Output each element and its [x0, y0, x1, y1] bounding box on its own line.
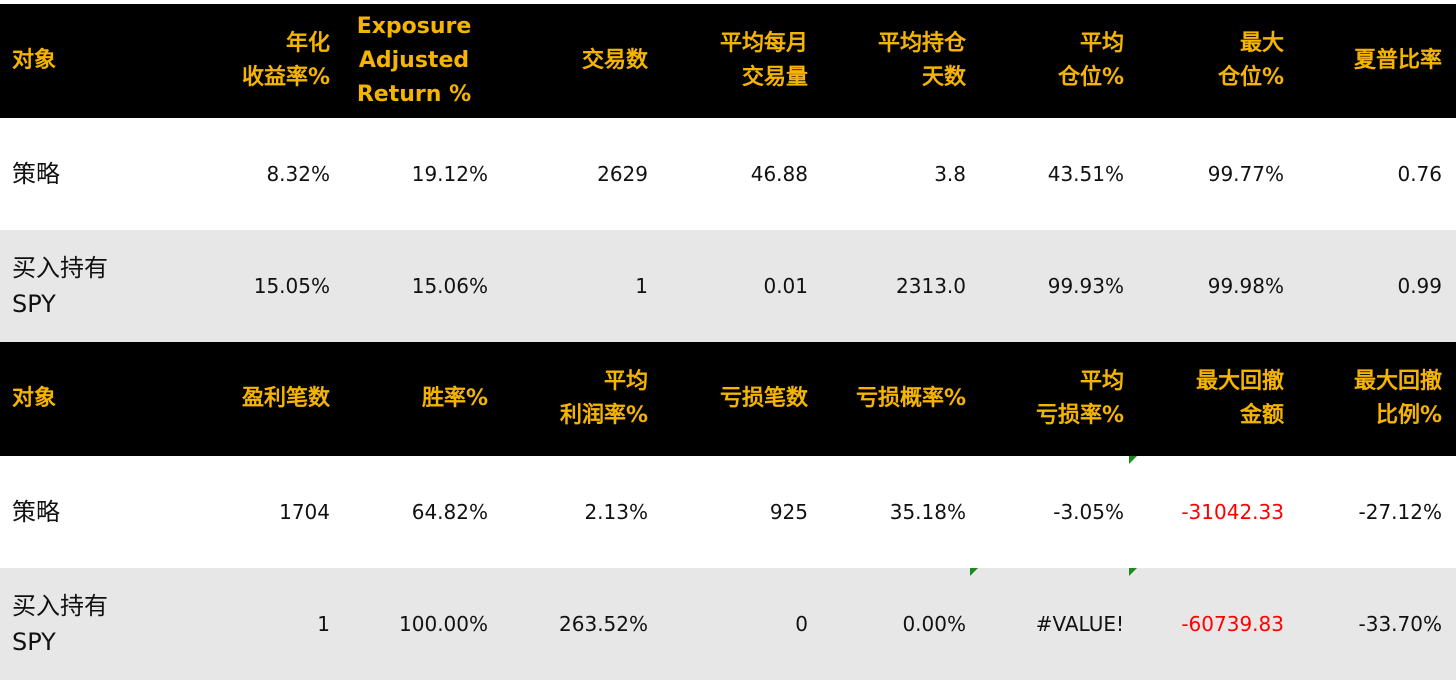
table1-header-max-position[interactable]: 最大 仓位%	[1217, 31, 1284, 90]
table-cell[interactable]: 0.01	[763, 273, 808, 298]
cell-comment-marker	[1129, 568, 1137, 576]
table1-header-avg-monthly-volume[interactable]: 平均每月 交易量	[719, 31, 808, 90]
table-cell[interactable]: -3.05%	[1053, 499, 1124, 524]
table1-header-avg-holding-days[interactable]: 平均持仓 天数	[877, 31, 966, 90]
table-cell[interactable]: #VALUE!	[1035, 611, 1124, 636]
table-cell[interactable]: 35.18%	[889, 499, 966, 524]
table1-header-annual-return[interactable]: 年化 收益率%	[241, 31, 330, 90]
table-cell[interactable]: 策略	[12, 498, 60, 526]
table1-header-row: 对象 年化 收益率% Exposure Adjusted Return % 交易…	[0, 4, 1456, 118]
table1-row-strategy: 策略 8.32% 19.12% 2629 46.88 3.8 43.51% 99…	[0, 118, 1456, 230]
table-cell[interactable]: 买入持有 SPY	[12, 592, 108, 656]
table-cell[interactable]: 1	[317, 611, 330, 636]
table2-header-losing-trades[interactable]: 亏损笔数	[719, 386, 808, 411]
table-cell[interactable]: 15.06%	[411, 273, 488, 298]
table-cell[interactable]: 46.88	[750, 161, 808, 186]
table1-row-buy-hold-spy: 买入持有 SPY 15.05% 15.06% 1 0.01 2313.0 99.…	[0, 230, 1456, 342]
table1-header-object[interactable]: 对象	[12, 48, 57, 73]
table2-header-win-rate[interactable]: 胜率%	[421, 386, 488, 411]
table2-header-loss-probability[interactable]: 亏损概率%	[855, 386, 966, 411]
table-cell-negative-amount[interactable]: -60739.83	[1181, 611, 1284, 636]
table-cell[interactable]: 99.93%	[1047, 273, 1124, 298]
table2-header-max-drawdown-amount[interactable]: 最大回撤 金额	[1195, 369, 1284, 428]
table-cell[interactable]: 买入持有 SPY	[12, 254, 108, 318]
table2-header-avg-loss-rate[interactable]: 平均 亏损率%	[1035, 369, 1124, 428]
table1-header-exposure-adjusted-return[interactable]: Exposure Adjusted Return %	[356, 14, 472, 107]
table1-header-avg-position[interactable]: 平均 仓位%	[1057, 31, 1124, 90]
table-cell[interactable]: -27.12%	[1358, 499, 1442, 524]
table-cell[interactable]: 1704	[279, 499, 330, 524]
table-cell[interactable]: 3.8	[934, 161, 966, 186]
table2-header-avg-profit-rate[interactable]: 平均 利润率%	[559, 369, 648, 428]
table2-header-winning-trades[interactable]: 盈利笔数	[241, 386, 330, 411]
table-cell[interactable]: 策略	[12, 160, 60, 188]
table-cell[interactable]: 263.52%	[559, 611, 648, 636]
table-cell[interactable]: 99.98%	[1207, 273, 1284, 298]
table-cell[interactable]: 99.77%	[1207, 161, 1284, 186]
table2-row-strategy: 策略 1704 64.82% 2.13% 925 35.18% -3.05% -…	[0, 456, 1456, 568]
table2-header-row: 对象 盈利笔数 胜率% 平均 利润率% 亏损笔数 亏损概率% 平均 亏损率% 最…	[0, 342, 1456, 456]
table-cell[interactable]: 0.99	[1397, 273, 1442, 298]
table2-header-object[interactable]: 对象	[12, 386, 57, 411]
table-cell[interactable]: 100.00%	[399, 611, 488, 636]
table1-header-trade-count[interactable]: 交易数	[581, 48, 648, 73]
cell-comment-marker	[970, 568, 978, 576]
table-cell[interactable]: 2629	[597, 161, 648, 186]
table-cell[interactable]: 15.05%	[253, 273, 330, 298]
table-cell[interactable]: 925	[769, 499, 808, 524]
table-cell[interactable]: 0.00%	[902, 611, 966, 636]
table2-header-max-drawdown-ratio[interactable]: 最大回撤 比例%	[1353, 369, 1442, 428]
table-cell[interactable]: -33.70%	[1358, 611, 1442, 636]
table1-header-sharpe-ratio[interactable]: 夏普比率	[1353, 48, 1442, 73]
table-cell[interactable]: 8.32%	[266, 161, 330, 186]
table-cell[interactable]: 2.13%	[584, 499, 648, 524]
table-cell[interactable]: 0.76	[1397, 161, 1442, 186]
table-cell[interactable]: 0	[795, 611, 808, 636]
table-cell[interactable]: 19.12%	[411, 161, 488, 186]
table-cell[interactable]: 43.51%	[1047, 161, 1124, 186]
table-cell-negative-amount[interactable]: -31042.33	[1181, 499, 1284, 524]
table-cell[interactable]: 2313.0	[896, 273, 966, 298]
table2-row-buy-hold-spy: 买入持有 SPY 1 100.00% 263.52% 0 0.00% #VALU…	[0, 568, 1456, 680]
table-cell[interactable]: 1	[635, 273, 648, 298]
cell-comment-marker	[1129, 456, 1137, 464]
table-cell[interactable]: 64.82%	[411, 499, 488, 524]
